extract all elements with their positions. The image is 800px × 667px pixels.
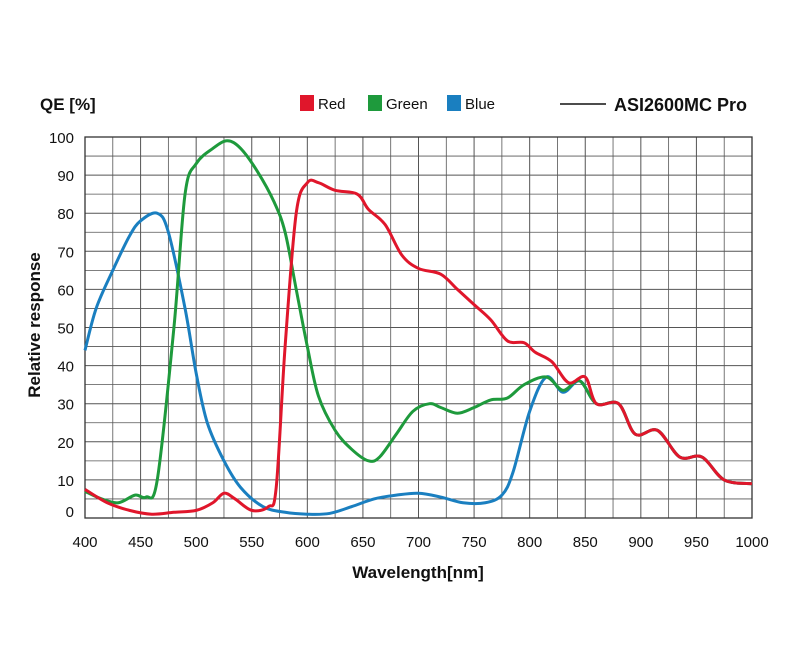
- y-tick-label: 70: [57, 244, 74, 261]
- x-tick-label: 400: [72, 534, 97, 551]
- y-tick-label: 40: [57, 359, 74, 376]
- y-tick-label: 60: [57, 282, 74, 299]
- y-tick-label: 0: [66, 504, 74, 521]
- x-tick-label: 650: [350, 534, 375, 551]
- legend-swatch-red: [300, 95, 314, 111]
- legend-label-blue: Blue: [465, 96, 495, 113]
- legend-label-green: Green: [386, 96, 428, 113]
- y-tick-label: 90: [57, 168, 74, 185]
- legend: Red Green Blue ASI2600MC Pro: [300, 95, 747, 115]
- y-tick-label: 30: [57, 397, 74, 414]
- x-tick-label: 800: [517, 534, 542, 551]
- x-tick-label: 900: [628, 534, 653, 551]
- x-tick-label: 750: [462, 534, 487, 551]
- x-tick-label: 1000: [735, 534, 768, 551]
- x-axis-label: Wavelength[nm]: [352, 563, 484, 582]
- y-unit-label: QE [%]: [40, 95, 96, 114]
- legend-label-red: Red: [318, 96, 346, 113]
- x-tick-label: 950: [684, 534, 709, 551]
- legend-label-model: ASI2600MC Pro: [614, 95, 747, 115]
- legend-swatch-blue: [447, 95, 461, 111]
- y-axis-label: Relative response: [25, 252, 44, 398]
- y-tick-label: 80: [57, 206, 74, 223]
- x-tick-label: 500: [184, 534, 209, 551]
- x-tick-label: 450: [128, 534, 153, 551]
- legend-swatch-green: [368, 95, 382, 111]
- y-tick-label: 100: [49, 130, 74, 147]
- y-tick-label: 10: [57, 473, 74, 490]
- x-tick-label: 600: [295, 534, 320, 551]
- series-line-red: [84, 178, 753, 516]
- x-tick-label: 850: [573, 534, 598, 551]
- y-tick-label: 20: [57, 435, 74, 452]
- plot-frame: [84, 136, 753, 519]
- y-tick-label: 50: [57, 321, 74, 338]
- x-tick-label: 550: [239, 534, 264, 551]
- x-tick-label: 700: [406, 534, 431, 551]
